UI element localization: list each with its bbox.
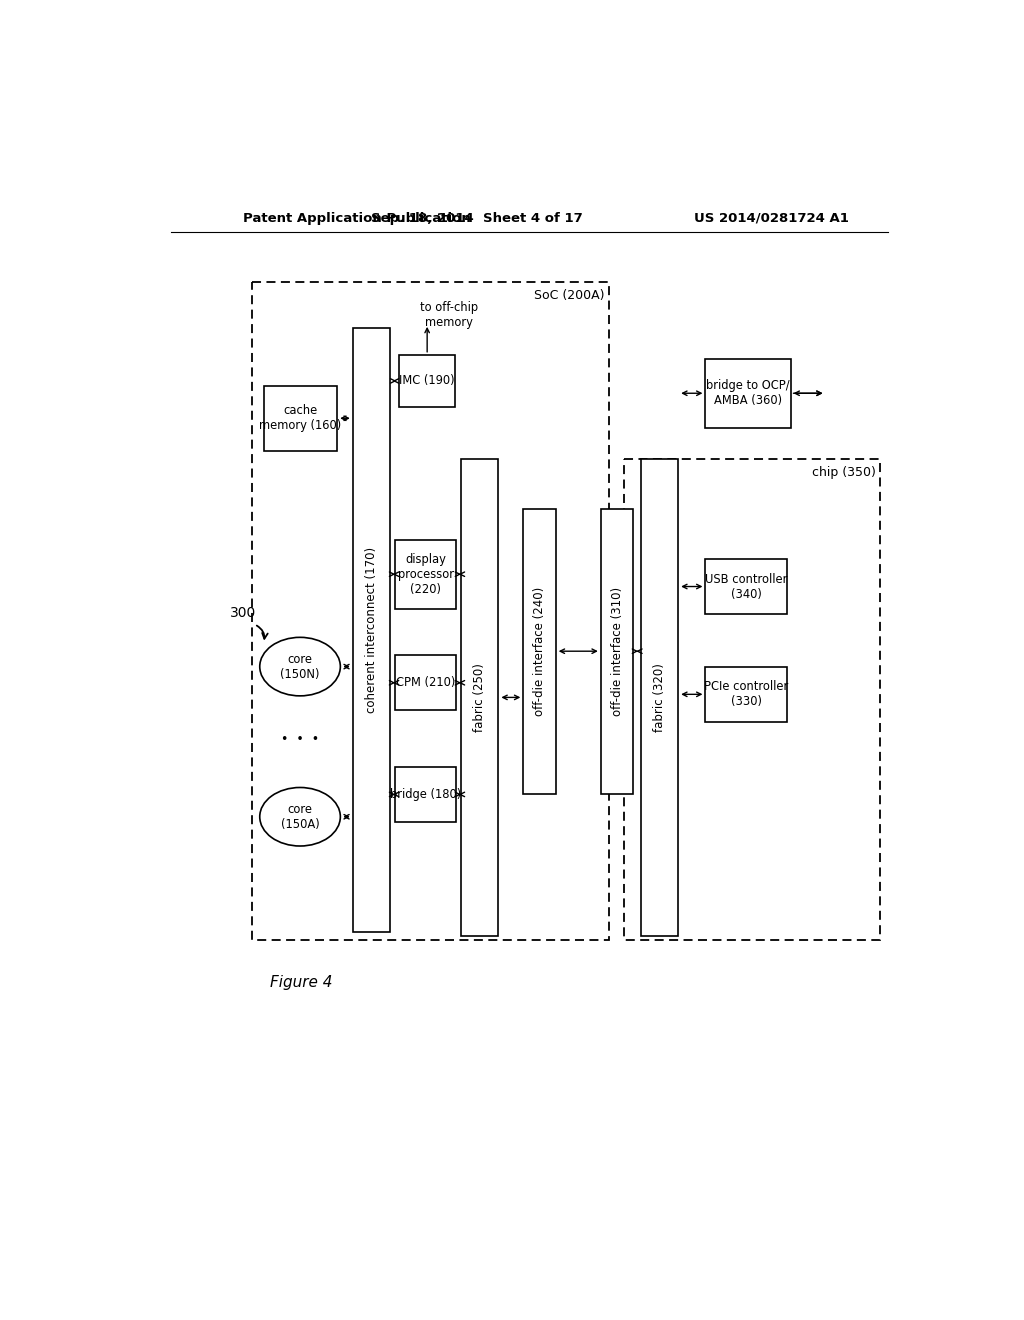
Text: bridge to OCP/
AMBA (360): bridge to OCP/ AMBA (360) (707, 379, 790, 408)
Bar (641, 459, 678, 936)
Text: Sep. 18, 2014  Sheet 4 of 17: Sep. 18, 2014 Sheet 4 of 17 (371, 213, 583, 224)
Bar (395, 655, 456, 710)
Text: Figure 4: Figure 4 (270, 974, 333, 990)
Text: to off-chip
memory: to off-chip memory (420, 301, 478, 329)
Bar (706, 558, 786, 614)
Bar (706, 359, 791, 428)
Bar (252, 281, 608, 940)
Text: SoC (200A): SoC (200A) (535, 289, 604, 302)
Text: core
(150N): core (150N) (281, 652, 319, 681)
Text: coherent interconnect (170): coherent interconnect (170) (365, 546, 378, 713)
Bar (523, 508, 556, 793)
Text: off-die interface (310): off-die interface (310) (610, 586, 624, 715)
Bar (263, 385, 337, 451)
Ellipse shape (260, 788, 340, 846)
Text: core
(150A): core (150A) (281, 803, 319, 830)
Text: bridge (180): bridge (180) (390, 788, 461, 801)
Text: fabric (320): fabric (320) (653, 663, 667, 731)
Text: IMC (190): IMC (190) (399, 375, 455, 388)
Text: fabric (250): fabric (250) (473, 663, 486, 731)
Bar (352, 327, 390, 932)
Text: chip (350): chip (350) (812, 466, 876, 479)
Text: US 2014/0281724 A1: US 2014/0281724 A1 (694, 213, 849, 224)
Text: •  •  •: • • • (281, 733, 319, 746)
Text: PCIe controller
(330): PCIe controller (330) (703, 680, 788, 709)
Bar (395, 767, 456, 822)
Bar (706, 667, 786, 722)
Text: Patent Application Publication: Patent Application Publication (243, 213, 470, 224)
Text: CPM (210): CPM (210) (396, 676, 456, 689)
Text: 300: 300 (229, 606, 256, 619)
Text: USB controller
(340): USB controller (340) (705, 573, 787, 601)
Ellipse shape (260, 638, 340, 696)
Bar (395, 540, 456, 609)
Text: cache
memory (160): cache memory (160) (259, 404, 342, 432)
Bar (399, 355, 455, 407)
Bar (601, 508, 633, 793)
Text: off-die interface (240): off-die interface (240) (534, 586, 546, 715)
Bar (461, 459, 499, 936)
Text: display
processor
(220): display processor (220) (397, 553, 454, 595)
Bar (624, 459, 880, 940)
